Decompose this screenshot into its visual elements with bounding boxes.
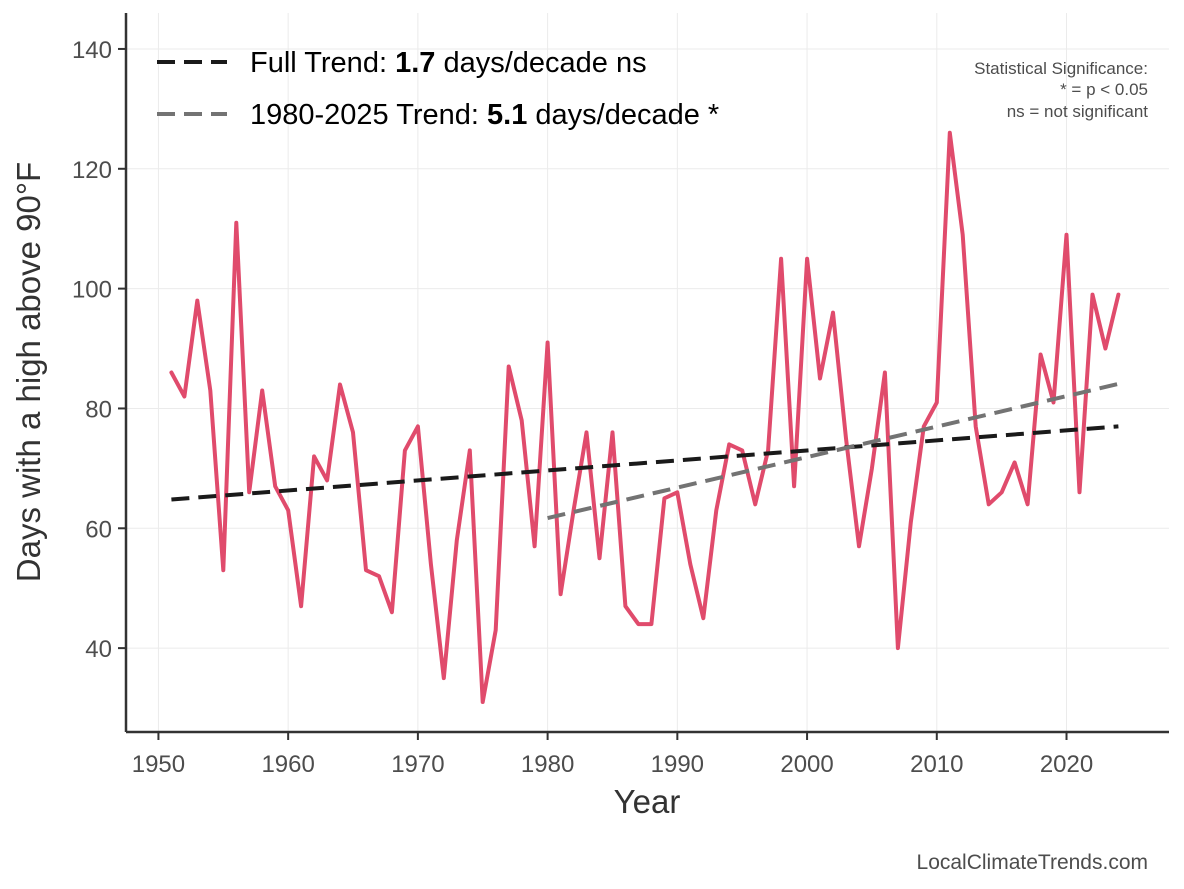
x-tick-label-1990: 1990 bbox=[651, 751, 704, 778]
axes bbox=[124, 13, 1169, 734]
trend-line-1980-2025 bbox=[547, 381, 1119, 521]
x-tick-label-2020: 2020 bbox=[1040, 751, 1093, 778]
trend-line-full bbox=[171, 424, 1119, 502]
x-tick-label-1950: 1950 bbox=[132, 751, 185, 778]
legend-label-full-trend: Full Trend: 1.7 days/decade ns bbox=[250, 47, 647, 79]
legend-full-trend-value: 1.7 bbox=[395, 47, 435, 79]
y-tick-label-100: 100 bbox=[72, 277, 112, 304]
significance-note: Statistical Significance: * = p < 0.05 n… bbox=[974, 59, 1148, 121]
series-line-days-above-90 bbox=[169, 130, 1121, 704]
tick-labels: 1950 1960 1970 1980 1990 2000 2010 2020 40 60 80 10… bbox=[72, 37, 1093, 778]
significance-note-ns: ns = not significant bbox=[1007, 102, 1149, 121]
legend: Full Trend: 1.7 days/decade ns 1980-2025… bbox=[157, 47, 719, 131]
y-tick-label-120: 120 bbox=[72, 157, 112, 184]
x-tick-label-1970: 1970 bbox=[391, 751, 444, 778]
legend-label-recent-trend: 1980-2025 Trend: 5.1 days/decade * bbox=[250, 99, 719, 131]
y-tick-label-40: 40 bbox=[85, 636, 112, 663]
legend-recent-trend-suffix: days/decade * bbox=[527, 99, 719, 131]
series-layer bbox=[169, 130, 1121, 704]
x-axis-title: Year bbox=[614, 783, 681, 820]
significance-note-title: Statistical Significance: bbox=[974, 59, 1148, 78]
x-tick-label-1980: 1980 bbox=[521, 751, 574, 778]
y-tick-label-60: 60 bbox=[85, 516, 112, 543]
x-tick-label-2000: 2000 bbox=[780, 751, 833, 778]
x-tick-label-2010: 2010 bbox=[910, 751, 963, 778]
x-tick-label-1960: 1960 bbox=[261, 751, 314, 778]
y-tick-label-80: 80 bbox=[85, 396, 112, 423]
y-tick-label-140: 140 bbox=[72, 37, 112, 64]
credit-text: LocalClimateTrends.com bbox=[917, 851, 1148, 874]
gridlines bbox=[126, 13, 1169, 732]
legend-full-trend-suffix: days/decade ns bbox=[435, 47, 646, 79]
legend-full-trend-prefix: Full Trend: bbox=[250, 47, 395, 79]
legend-recent-trend-value: 5.1 bbox=[487, 99, 527, 131]
significance-note-star: * = p < 0.05 bbox=[1060, 80, 1148, 99]
legend-recent-trend-prefix: 1980-2025 Trend: bbox=[250, 99, 487, 131]
y-axis-title: Days with a high above 90°F bbox=[10, 162, 47, 582]
